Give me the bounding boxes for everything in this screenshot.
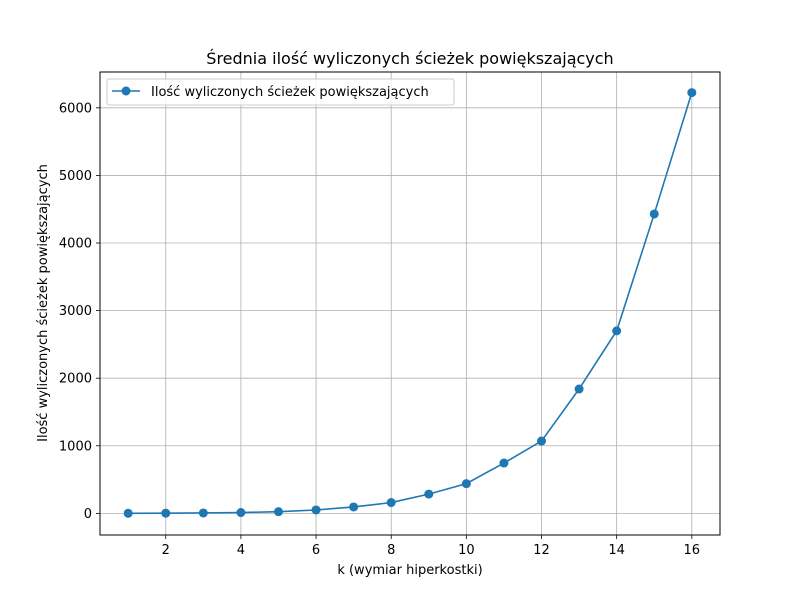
data-point [273,507,283,517]
x-tick-label: 14 [608,543,625,558]
x-tick-label: 4 [237,543,245,558]
legend-label: Ilość wyliczonych ścieżek powiększającyc… [151,85,429,100]
legend: Ilość wyliczonych ścieżek powiększającyc… [106,78,455,106]
data-point [236,508,246,518]
chart-title: Średnia ilość wyliczonych ścieżek powięk… [206,49,613,68]
data-point [612,326,622,336]
y-tick-label: 4000 [59,237,92,252]
series-line [128,92,693,515]
x-tick-label: 2 [162,543,170,558]
data-point [349,502,359,512]
y-tick-label: 2000 [59,372,92,387]
x-tick-label: 6 [312,543,320,558]
y-tick-label: 5000 [59,169,92,184]
data-point [649,209,659,219]
x-tick-label: 8 [387,543,395,558]
legend-box [106,78,455,106]
y-tick-label: 6000 [59,101,92,116]
x-tick-label: 12 [533,543,550,558]
data-point [574,384,584,394]
y-tick-label: 0 [84,507,92,522]
y-tick-label: 1000 [59,439,92,454]
x-tick-label: 16 [684,543,701,558]
data-point [311,505,321,515]
data-point [687,88,697,98]
ticks: 2 4 6 8 10 12 14 16 0 1000 2000 3000 4000 5000 6000 [59,101,700,558]
data-point [537,436,547,446]
x-axis-label: k (wymiar hiperkostki) [337,563,482,578]
data-point [123,508,133,518]
data-point [499,458,509,468]
data-point [424,489,434,499]
x-tick-label: 10 [458,543,475,558]
plot-frame [99,71,721,536]
data-point [461,479,471,489]
y-axis-label: Ilość wyliczonych ścieżek powiększającyc… [36,164,51,442]
data-point [386,498,396,508]
data-point [198,508,208,518]
data-point [161,508,171,518]
y-tick-label: 3000 [59,304,92,319]
series-layer [123,88,697,518]
legend-marker [121,86,131,96]
grid [100,72,720,535]
